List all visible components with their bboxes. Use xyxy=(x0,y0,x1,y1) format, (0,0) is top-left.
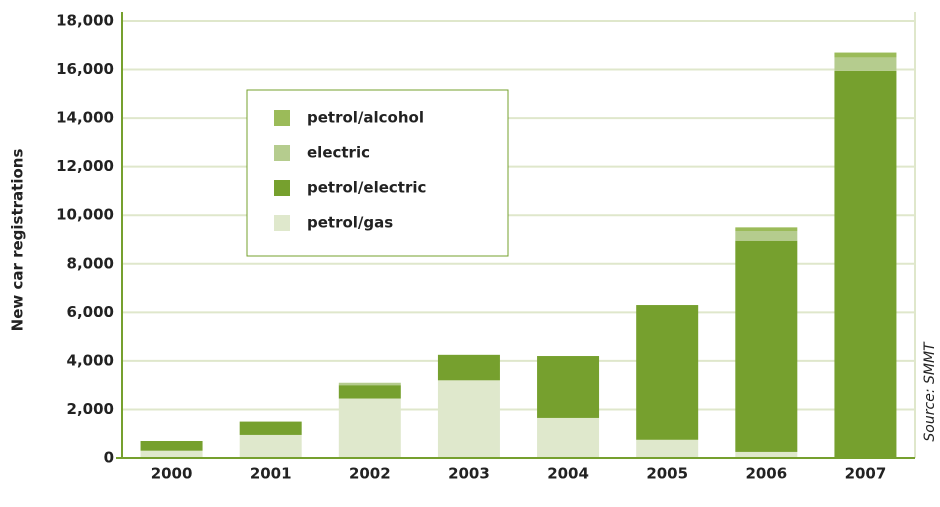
x-tick-label: 2006 xyxy=(745,465,787,483)
x-tick-label: 2005 xyxy=(646,465,688,483)
y-tick-label: 14,000 xyxy=(56,109,114,127)
bar-segment xyxy=(437,380,500,458)
legend-box xyxy=(246,89,509,257)
legend-label: petrol/electric xyxy=(307,179,426,197)
bar-segment xyxy=(735,240,798,452)
legend-swatch xyxy=(274,180,290,196)
y-tick-label: 12,000 xyxy=(56,157,114,175)
bar-segment xyxy=(834,57,897,71)
bar-segment xyxy=(537,356,600,418)
x-tick-label: 2001 xyxy=(250,465,292,483)
source-note: Source: SMMT xyxy=(922,341,938,442)
legend-swatch xyxy=(274,110,290,126)
bar-segment xyxy=(834,70,897,459)
bar-segment xyxy=(338,398,401,458)
y-tick-label: 10,000 xyxy=(56,206,114,224)
legend-label: electric xyxy=(307,144,370,162)
bar-segment xyxy=(338,382,401,386)
bar-segment xyxy=(140,441,203,451)
legend-label: petrol/gas xyxy=(307,214,393,232)
bar-segment xyxy=(834,52,897,58)
y-tick-label: 4,000 xyxy=(67,351,114,369)
x-tick-label: 2004 xyxy=(547,465,589,483)
y-tick-label: 18,000 xyxy=(56,12,114,30)
bar-segment xyxy=(636,305,699,440)
bar-segment xyxy=(735,451,798,458)
y-tick-label: 16,000 xyxy=(56,60,114,78)
legend-swatch xyxy=(274,215,290,231)
bar-segment xyxy=(338,385,401,399)
x-tick-label: 2000 xyxy=(151,465,193,483)
legend-label: petrol/alcohol xyxy=(307,109,424,127)
bar-segment xyxy=(239,434,302,458)
x-tick-label: 2003 xyxy=(448,465,490,483)
y-axis-label: New car registrations xyxy=(9,149,27,332)
x-tick-label: 2007 xyxy=(845,465,887,483)
x-tick-label: 2002 xyxy=(349,465,391,483)
bar-segment xyxy=(636,439,699,458)
y-tick-label: 6,000 xyxy=(67,303,114,321)
legend-swatch xyxy=(274,145,290,161)
y-tick-label: 0 xyxy=(104,449,114,467)
bar-segment xyxy=(140,450,203,458)
bar-segment xyxy=(537,417,600,458)
bar-segment xyxy=(239,421,302,435)
bar-segment xyxy=(735,231,798,241)
y-tick-label: 2,000 xyxy=(67,400,114,418)
y-tick-label: 8,000 xyxy=(67,254,114,272)
bar-segment xyxy=(437,354,500,381)
bar-segment xyxy=(735,227,798,232)
